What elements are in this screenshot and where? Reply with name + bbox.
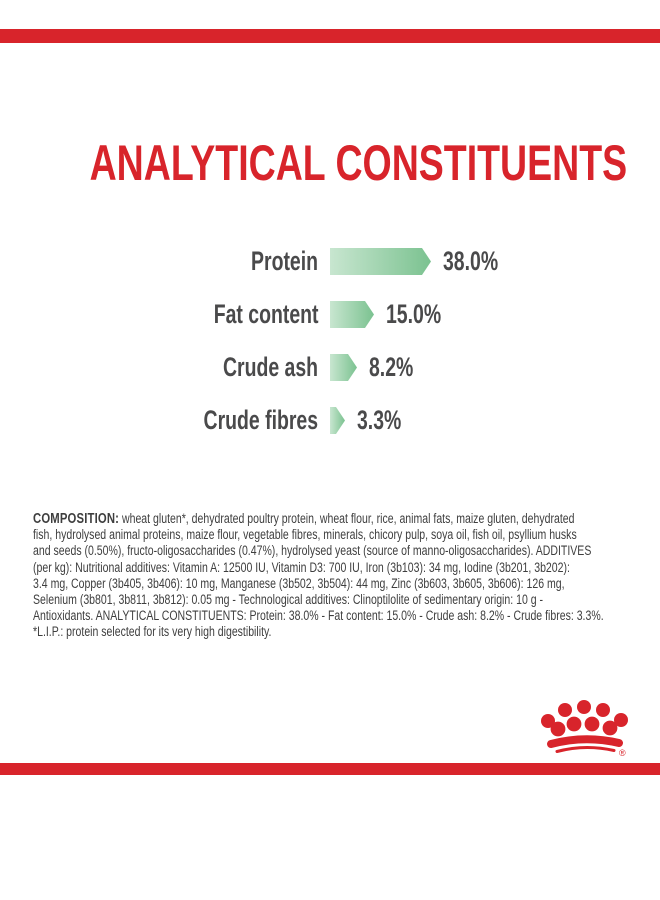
constituent-label: Crude ash xyxy=(222,352,318,382)
page-title: ANALYTICAL CONSTITUENTS xyxy=(0,136,660,190)
chart-row: Crude ash 8.2% xyxy=(0,354,660,381)
constituent-value: 3.3% xyxy=(357,405,402,435)
chart-row: Crude fibres 3.3% xyxy=(0,407,660,434)
constituent-bar xyxy=(330,301,374,328)
constituent-bar xyxy=(330,248,431,275)
composition-paragraph: COMPOSITION: wheat gluten*, dehydrated p… xyxy=(33,511,649,641)
constituent-label: Protein xyxy=(251,246,318,276)
composition-heading: COMPOSITION: xyxy=(33,511,120,527)
analytical-constituents-chart: Protein 38.0% Fat content 15.0% Crude ash 8.2… xyxy=(0,248,660,460)
constituent-label: Crude fibres xyxy=(203,405,318,435)
constituent-label: Fat content xyxy=(213,299,318,329)
royal-canin-crown-logo: ® xyxy=(541,700,628,758)
chart-row: Protein 38.0% xyxy=(0,248,660,275)
constituent-bar xyxy=(330,354,357,381)
composition-text: wheat gluten*, dehydrated poultry protei… xyxy=(33,511,604,640)
top-accent-bar xyxy=(0,29,660,43)
constituent-value: 8.2% xyxy=(369,352,414,382)
bottom-accent-bar xyxy=(0,763,660,775)
registered-trademark-icon: ® xyxy=(619,748,626,758)
chart-row: Fat content 15.0% xyxy=(0,301,660,328)
constituent-bar xyxy=(330,407,345,434)
constituent-value: 38.0% xyxy=(443,246,499,276)
page-title-text: ANALYTICAL CONSTITUENTS xyxy=(89,135,628,191)
constituent-value: 15.0% xyxy=(386,299,442,329)
